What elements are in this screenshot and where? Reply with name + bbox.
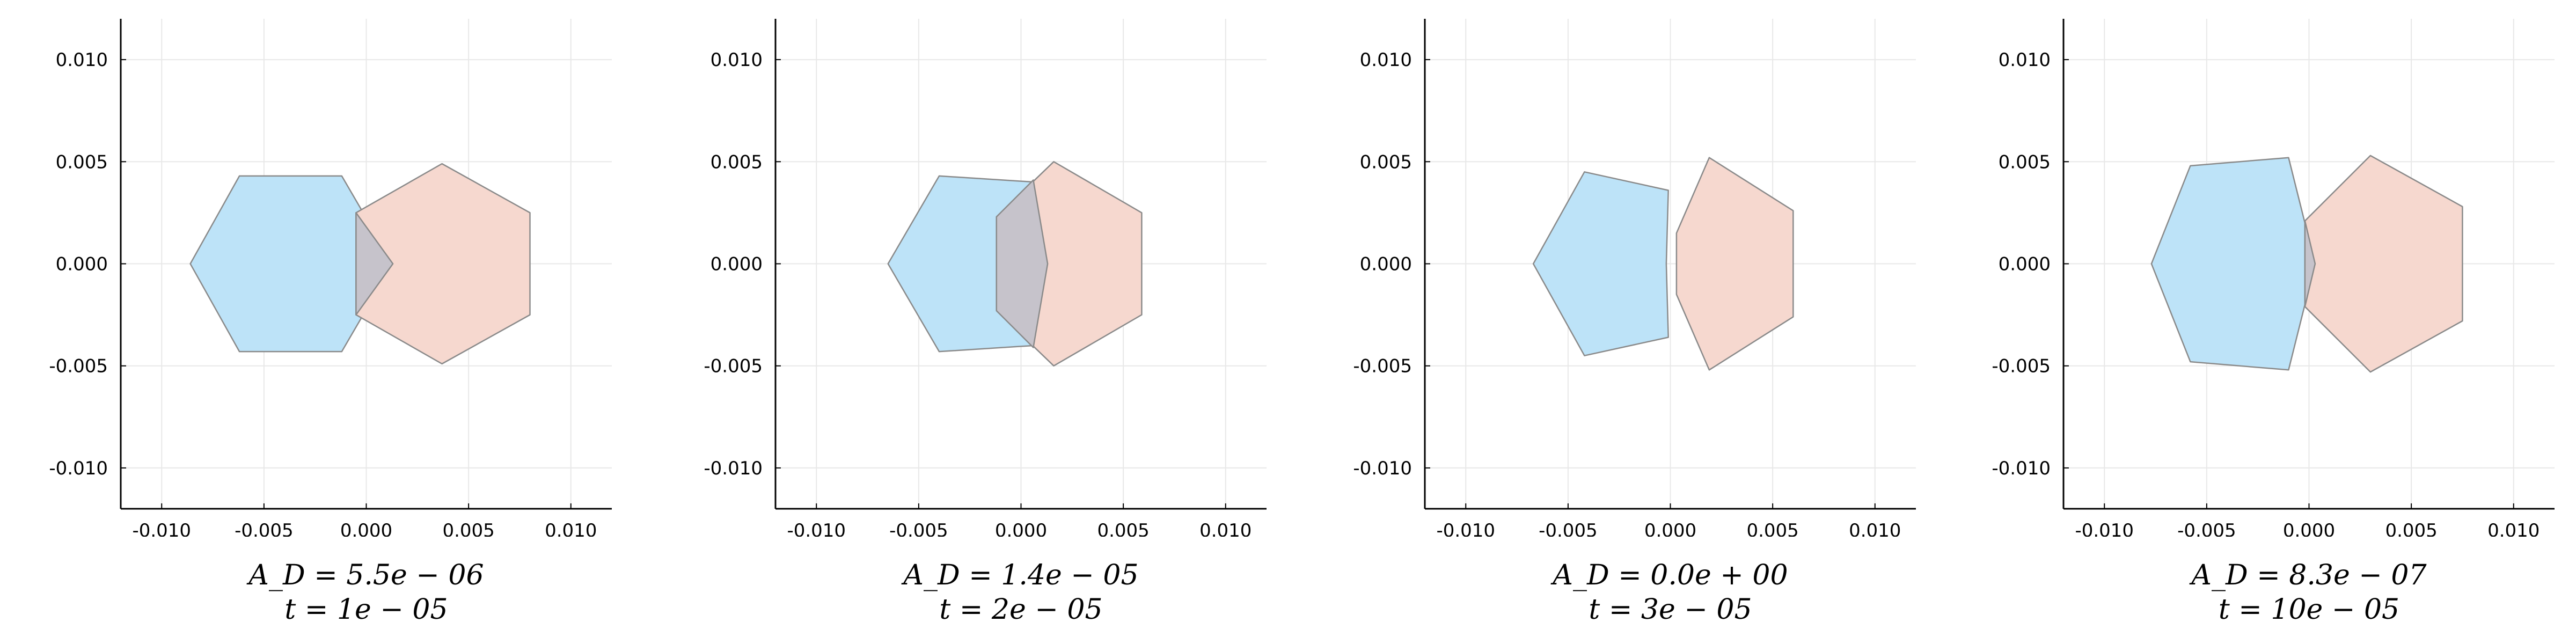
polygon-series-1 (1532, 171, 1669, 356)
polygon-series-1 (2150, 157, 2316, 371)
chart-panel-1: -0.010 -0.005 0.000 0.005 0.010 -0.010 -0.005 0… (49, 19, 612, 537)
x-tick-label: -0.005 (2177, 520, 2236, 537)
x-tick-label: 0.010 (2487, 520, 2540, 537)
y-tick-label: -0.005 (1353, 356, 1412, 377)
x-tick-label: -0.005 (235, 520, 294, 537)
caption-area-label: A_D = 8.3e − 07 (2191, 559, 2427, 591)
overlap-region (2304, 220, 2316, 308)
overlap-region (996, 179, 1049, 348)
x-tick-label: 0.010 (545, 520, 597, 537)
caption-time-label: t = 1e − 05 (284, 594, 448, 626)
chart-caption: A_D = 0.0e + 00 t = 3e − 05 (1425, 558, 1916, 627)
y-tick-label: 0.005 (711, 151, 763, 173)
y-tick-label: -0.010 (1353, 458, 1412, 479)
caption-time-label: t = 3e − 05 (1589, 594, 1752, 626)
y-tick-label: 0.005 (1360, 151, 1412, 173)
x-tick-label: 0.010 (1849, 520, 1901, 537)
x-tick-label: -0.005 (889, 520, 948, 537)
y-tick-label: 0.010 (1999, 49, 2051, 71)
x-tick-label: 0.000 (995, 520, 1047, 537)
y-tick-label: 0.005 (56, 151, 108, 173)
x-tick-label: 0.000 (340, 520, 392, 537)
chart-caption: A_D = 1.4e − 05 t = 2e − 05 (775, 558, 1267, 627)
y-tick-label: 0.000 (1999, 254, 2051, 275)
x-tick-label: 0.005 (1746, 520, 1798, 537)
x-tick-label: 0.000 (1644, 520, 1696, 537)
chart-panel-3: -0.010 -0.005 0.000 0.005 0.010 -0.010 -0.005 0… (1353, 19, 1916, 537)
y-tick-label: -0.010 (49, 458, 108, 479)
polygon-series-2 (2304, 155, 2463, 373)
x-tick-label: -0.005 (1539, 520, 1598, 537)
polygon-series-2 (1675, 157, 1794, 371)
chart-caption: A_D = 5.5e − 06 t = 1e − 05 (121, 558, 612, 627)
x-tick-label: -0.010 (132, 520, 191, 537)
x-tick-label: 0.000 (2283, 520, 2335, 537)
chart-caption: A_D = 8.3e − 07 t = 10e − 05 (2063, 558, 2555, 627)
x-tick-label: -0.010 (2075, 520, 2134, 537)
y-tick-label: -0.005 (1992, 356, 2051, 377)
caption-time-label: t = 2e − 05 (939, 594, 1103, 626)
y-tick-label: -0.005 (49, 356, 108, 377)
y-tick-label: -0.010 (704, 458, 763, 479)
y-tick-label: 0.010 (1360, 49, 1412, 71)
chart-panel-2: -0.010 -0.005 0.000 0.005 0.010 -0.010 -0.005 0… (704, 19, 1267, 537)
y-tick-label: -0.005 (704, 356, 763, 377)
caption-area-label: A_D = 5.5e − 06 (248, 559, 484, 591)
x-tick-label: 0.005 (2385, 520, 2437, 537)
x-tick-label: 0.010 (1199, 520, 1252, 537)
x-tick-label: -0.010 (787, 520, 846, 537)
y-tick-label: 0.010 (56, 49, 108, 71)
overlap-region (355, 212, 394, 316)
caption-area-label: A_D = 1.4e − 05 (903, 559, 1139, 591)
y-tick-label: 0.005 (1999, 151, 2051, 173)
y-tick-label: -0.010 (1992, 458, 2051, 479)
y-tick-label: 0.000 (1360, 254, 1412, 275)
y-tick-label: 0.010 (711, 49, 763, 71)
caption-time-label: t = 10e − 05 (2218, 594, 2400, 626)
x-tick-label: 0.005 (442, 520, 494, 537)
caption-area-label: A_D = 0.0e + 00 (1553, 559, 1788, 591)
x-tick-label: 0.005 (1097, 520, 1149, 537)
x-tick-label: -0.010 (1436, 520, 1495, 537)
chart-panel-4: -0.010 -0.005 0.000 0.005 0.010 -0.010 -0.005 0… (1992, 19, 2555, 537)
y-tick-label: 0.000 (56, 254, 108, 275)
y-tick-label: 0.000 (711, 254, 763, 275)
